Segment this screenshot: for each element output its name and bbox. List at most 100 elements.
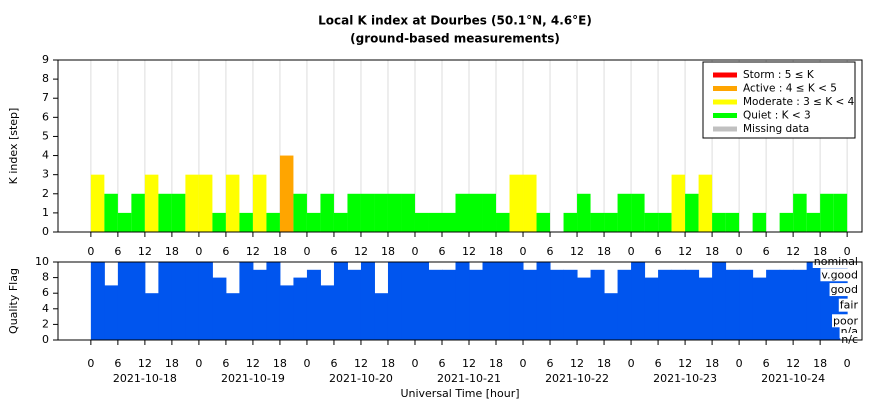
flag-label-bg xyxy=(838,298,860,312)
x-tick-label: 18 xyxy=(597,245,611,258)
bar xyxy=(779,212,794,232)
bar xyxy=(793,193,807,232)
flag-label-bg xyxy=(832,314,860,328)
bar xyxy=(752,212,767,232)
y-tick-label: 3 xyxy=(42,168,49,181)
x-tick-label: 18 xyxy=(813,357,827,370)
bar xyxy=(712,212,726,232)
x-tick-label: 6 xyxy=(655,357,662,370)
y-tick-label: 0 xyxy=(42,333,49,346)
bar xyxy=(685,193,699,232)
bar xyxy=(387,193,402,232)
bar xyxy=(239,212,253,232)
bar xyxy=(523,174,537,232)
flag-label: v.good xyxy=(821,268,858,281)
quality-bar xyxy=(604,293,619,340)
x-tick-label: 6 xyxy=(763,245,770,258)
x-tick-label: 12 xyxy=(786,245,800,258)
bar xyxy=(725,212,740,232)
quality-bar xyxy=(144,293,159,340)
bar xyxy=(590,212,605,232)
quality-bar xyxy=(441,269,456,340)
x-tick-label: 0 xyxy=(411,245,418,258)
x-tick-label: 18 xyxy=(705,245,719,258)
x-tick-label: 12 xyxy=(354,357,368,370)
bar xyxy=(293,193,307,232)
y-tick-label: 2 xyxy=(42,317,49,330)
quality-bar xyxy=(469,269,484,340)
bar xyxy=(225,174,240,232)
x-tick-label: 0 xyxy=(844,357,851,370)
legend-label: Active : 4 ≤ K < 5 xyxy=(743,83,837,95)
x-tick-label: 18 xyxy=(165,245,179,258)
x-axis-label: Universal Time [hour] xyxy=(400,387,519,400)
x-tick-label: 18 xyxy=(381,245,395,258)
bar xyxy=(347,193,361,232)
x-tick-label: 12 xyxy=(570,357,584,370)
y-tick-label: 6 xyxy=(42,110,49,123)
quality-bar xyxy=(725,269,740,340)
x-tick-label: 0 xyxy=(736,357,743,370)
y-tick-label: 2 xyxy=(42,187,49,200)
date-label: 2021-10-23 xyxy=(653,372,717,385)
x-tick-label: 6 xyxy=(547,357,554,370)
bar xyxy=(117,212,132,232)
x-tick-label: 6 xyxy=(330,245,337,258)
bar xyxy=(428,212,442,232)
quality-bar xyxy=(225,293,240,340)
bar xyxy=(577,193,591,232)
quality-bar xyxy=(158,262,173,340)
legend-label: Missing data xyxy=(743,123,809,135)
bar xyxy=(266,212,280,232)
bar xyxy=(414,212,429,232)
x-tick-label: 0 xyxy=(303,357,310,370)
quality-bar xyxy=(509,262,524,340)
x-tick-label: 6 xyxy=(330,357,337,370)
y-axis-label: Quality Flag xyxy=(7,268,20,334)
bar xyxy=(455,193,470,232)
y-tick-label: 4 xyxy=(42,149,49,162)
bar xyxy=(158,193,172,232)
x-tick-label: 12 xyxy=(354,245,368,258)
y-tick-label: 0 xyxy=(42,225,49,238)
bar xyxy=(171,193,186,232)
quality-bar xyxy=(563,269,578,340)
bar xyxy=(536,212,551,232)
quality-bar xyxy=(266,262,281,340)
x-tick-label: 0 xyxy=(303,245,310,258)
date-label: 2021-10-19 xyxy=(221,372,285,385)
quality-bar xyxy=(212,277,227,340)
bar xyxy=(401,193,415,232)
quality-bar xyxy=(185,262,200,340)
y-tick-label: 1 xyxy=(42,206,49,219)
y-tick-label: 8 xyxy=(42,72,49,85)
quality-bar xyxy=(104,285,119,340)
x-tick-label: 12 xyxy=(462,357,476,370)
x-tick-label: 12 xyxy=(462,245,476,258)
bar xyxy=(833,193,848,232)
bar xyxy=(631,193,645,232)
bar xyxy=(658,212,672,232)
bar xyxy=(104,193,118,232)
y-axis-label: K index [step] xyxy=(7,108,20,185)
x-tick-label: 6 xyxy=(547,245,554,258)
bar xyxy=(482,193,497,232)
x-tick-label: 18 xyxy=(813,245,827,258)
x-tick-label: 12 xyxy=(570,245,584,258)
x-tick-label: 12 xyxy=(678,357,692,370)
quality-bar xyxy=(536,262,551,340)
quality-bar xyxy=(806,262,821,340)
x-tick-label: 18 xyxy=(381,357,395,370)
y-tick-label: 4 xyxy=(42,302,49,315)
x-tick-label: 0 xyxy=(195,357,202,370)
bar xyxy=(144,174,159,232)
x-tick-label: 6 xyxy=(763,357,770,370)
bar xyxy=(469,193,483,232)
x-tick-label: 6 xyxy=(222,245,229,258)
chart-subtitle: (ground-based measurements) xyxy=(350,32,560,46)
quality-bar xyxy=(279,285,294,340)
bar xyxy=(671,174,686,232)
quality-bar xyxy=(428,269,443,340)
x-tick-label: 6 xyxy=(114,245,121,258)
